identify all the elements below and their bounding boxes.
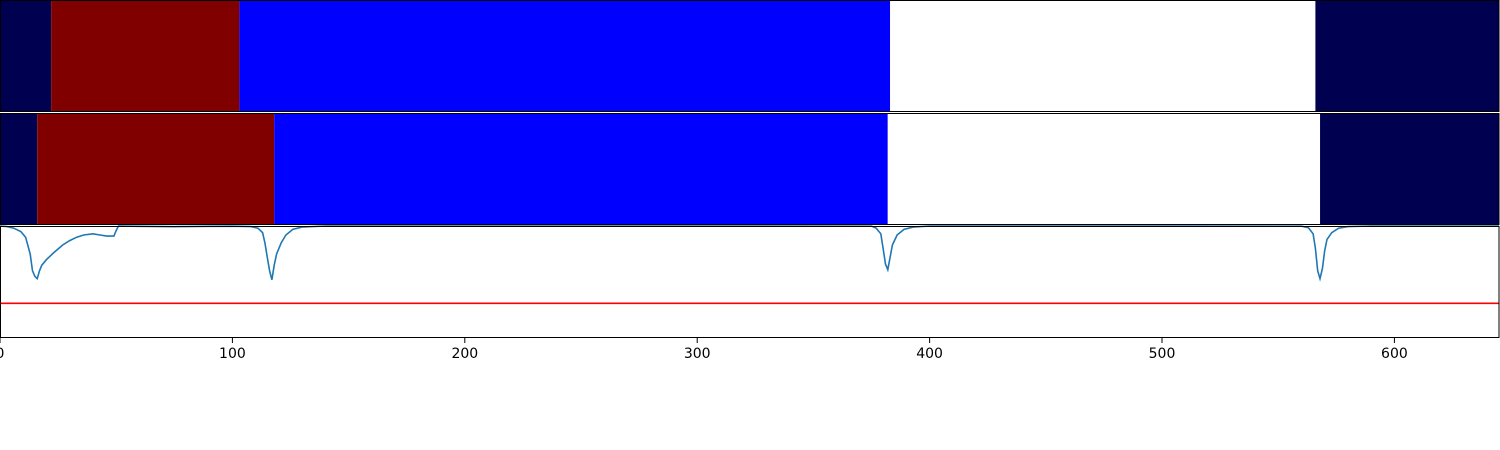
x-tick-label: 500: [1149, 346, 1176, 362]
segment-1-3: [239, 0, 891, 112]
segment-bar-panel-middle: [0, 113, 1500, 225]
segment-2-4: [887, 113, 1321, 225]
x-tick-label: 600: [1381, 346, 1408, 362]
segment-1-1: [0, 0, 52, 112]
segment-1-4: [890, 0, 1316, 112]
segment-1-5: [1315, 0, 1499, 112]
line-plot-panel: [0, 225, 1500, 338]
x-tick-label: 300: [684, 346, 711, 362]
panel-frame: [0, 0, 1500, 112]
panel-frame: [0, 226, 1500, 338]
segment-2-5: [1320, 113, 1499, 225]
panel-frame: [0, 113, 1500, 225]
segment-bar-panel-top: [0, 0, 1500, 112]
signal-line: [0, 225, 1499, 282]
x-tick-label: 200: [451, 346, 478, 362]
segment-1-2: [51, 0, 240, 112]
x-axis: 0 100 200 300 400 500 600: [0, 338, 1408, 362]
x-tick-label: 100: [219, 346, 246, 362]
segment-2-3: [274, 113, 888, 225]
segment-2-2: [37, 113, 275, 225]
x-tick-label: 400: [916, 346, 943, 362]
segment-2-1: [0, 113, 38, 225]
x-tick-label: 0: [0, 346, 4, 362]
